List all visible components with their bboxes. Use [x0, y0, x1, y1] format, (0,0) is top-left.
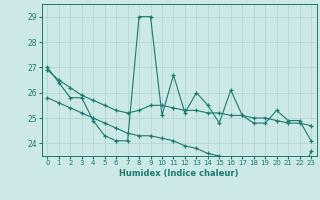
X-axis label: Humidex (Indice chaleur): Humidex (Indice chaleur)	[119, 169, 239, 178]
